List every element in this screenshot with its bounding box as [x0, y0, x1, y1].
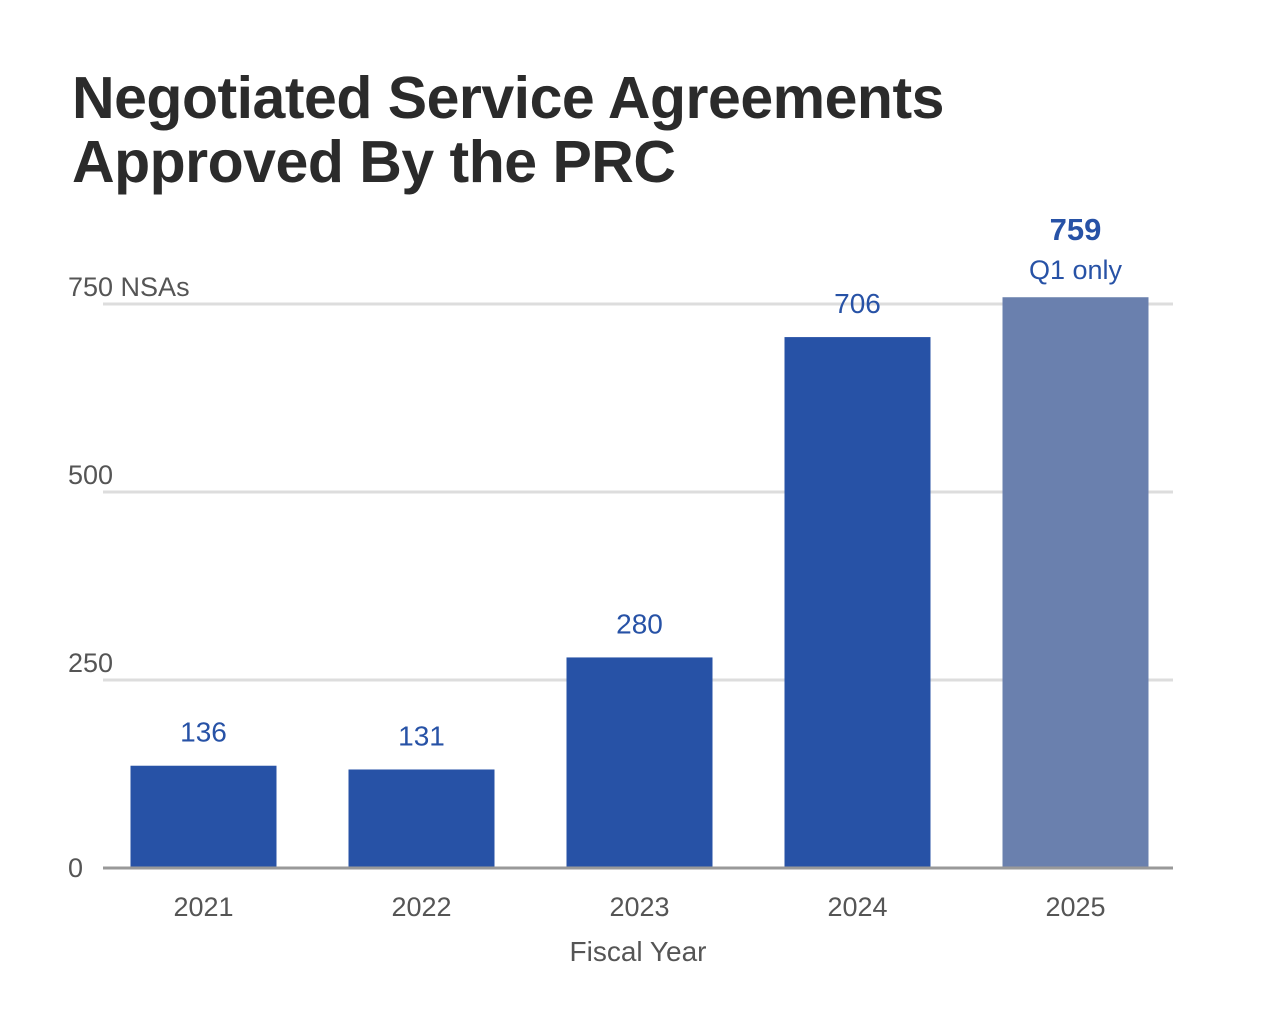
- value-label-2023: 280: [616, 608, 663, 639]
- labels: 0 250 500 750 NSAs 136 2021 131 2022 280 2023 706 2…: [68, 212, 1123, 922]
- value-label-2024: 706: [834, 288, 881, 319]
- value-label-2025: 759: [1050, 212, 1102, 247]
- x-axis-title: Fiscal Year: [570, 936, 707, 967]
- y-tick-label-1: 250: [68, 648, 113, 678]
- x-tick-label-2025: 2025: [1045, 892, 1105, 922]
- note-label-2025: Q1 only: [1029, 255, 1123, 285]
- bars: [130, 297, 1149, 868]
- chart-title: Negotiated Service Agreements Approved B…: [72, 66, 1172, 194]
- y-tick-label-3: 750 NSAs: [68, 272, 190, 302]
- x-tick-label-2021: 2021: [173, 892, 233, 922]
- value-label-2021: 136: [180, 717, 227, 748]
- chart-title-line-2: Approved By the PRC: [72, 129, 676, 195]
- bar-2022: [348, 769, 495, 868]
- x-tick-label-2023: 2023: [609, 892, 669, 922]
- x-tick-label-2024: 2024: [827, 892, 887, 922]
- y-tick-label-2: 500: [68, 460, 113, 490]
- x-tick-label-2022: 2022: [391, 892, 451, 922]
- bar-2021: [130, 765, 277, 868]
- y-tick-label-0: 0: [68, 853, 83, 883]
- value-label-2022: 131: [398, 720, 445, 751]
- bar-2025: [1002, 297, 1149, 868]
- chart-title-line-1: Negotiated Service Agreements: [72, 65, 944, 131]
- bar-2024: [784, 337, 931, 868]
- bar-2023: [566, 657, 713, 868]
